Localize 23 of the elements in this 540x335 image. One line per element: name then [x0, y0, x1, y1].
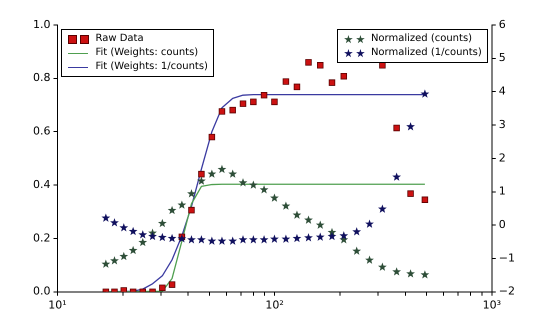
- y2-tick-label: −2: [498, 284, 516, 298]
- y-tick-label: 0.0: [32, 284, 50, 298]
- x-tick-label: 10¹: [48, 298, 67, 312]
- y2-tick-label: 1: [498, 184, 506, 198]
- y2-tick-label: 6: [498, 18, 506, 31]
- y-tick-label: 1.0: [32, 18, 50, 31]
- y2-tick-label: 5: [498, 51, 506, 64]
- y2-tick-label: −1: [498, 251, 516, 264]
- legend-label: Normalized (counts): [370, 32, 472, 46]
- y2-tick-label: 4: [498, 84, 506, 98]
- y2-tick-label: 0: [498, 218, 506, 231]
- y-tick-label: 0.2: [32, 231, 50, 244]
- x-tick-label: 10³: [482, 298, 501, 312]
- legend-label: Fit (Weights: 1/counts): [95, 60, 208, 74]
- y-tick-label: 0.8: [32, 71, 50, 84]
- x-tick-label: 10²: [265, 298, 284, 312]
- legend-label: Normalized (1/counts): [370, 46, 482, 60]
- y-tick-label: 0.4: [32, 178, 50, 191]
- y-tick-label: 0.6: [32, 124, 50, 138]
- y2-tick-label: 2: [498, 151, 506, 164]
- legend-label: Fit (Weights: counts): [95, 46, 198, 60]
- y2-tick-label: 3: [498, 118, 506, 131]
- legend-label: Raw Data: [95, 32, 144, 46]
